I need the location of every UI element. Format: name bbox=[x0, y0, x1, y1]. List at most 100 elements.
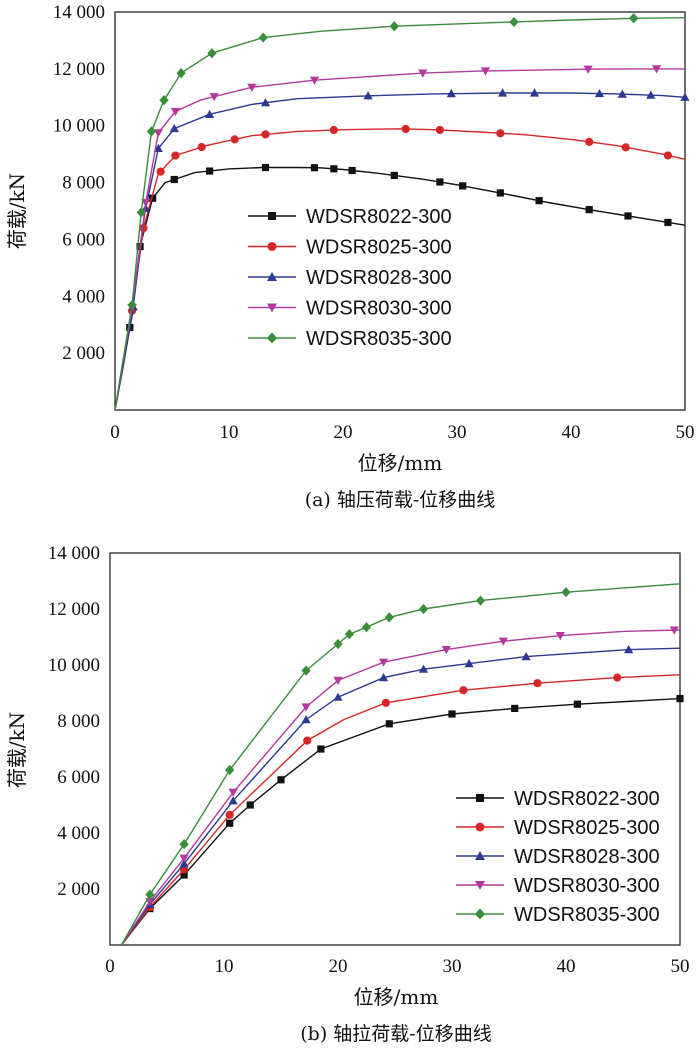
data-point bbox=[389, 21, 399, 32]
data-point bbox=[664, 218, 672, 227]
y-tick-label: 10 000 bbox=[48, 655, 100, 676]
data-point bbox=[333, 638, 343, 650]
legend-marker bbox=[475, 851, 485, 860]
data-point bbox=[363, 91, 373, 100]
x-tick-label: 30 bbox=[448, 422, 467, 443]
data-point bbox=[441, 646, 451, 655]
data-point bbox=[228, 788, 238, 797]
data-point bbox=[361, 622, 372, 633]
data-point bbox=[621, 143, 630, 152]
data-point bbox=[247, 83, 257, 92]
panel-b-axial-tension: 0 10 20 30 40 50 2 000 4 000 6 000 8 000 10 000 12… bbox=[5, 543, 690, 1045]
data-point bbox=[613, 673, 622, 682]
data-point bbox=[379, 673, 389, 682]
legend-marker bbox=[267, 272, 277, 281]
data-point bbox=[401, 124, 410, 134]
series-layer bbox=[114, 13, 690, 411]
data-point bbox=[555, 632, 565, 641]
data-point bbox=[385, 720, 393, 728]
data-point bbox=[379, 658, 389, 667]
y-tick-label: 6 000 bbox=[57, 767, 100, 788]
data-point bbox=[153, 129, 163, 138]
data-point bbox=[529, 88, 540, 97]
data-point bbox=[348, 166, 356, 175]
legend-marker bbox=[475, 881, 485, 890]
data-point bbox=[561, 587, 571, 598]
data-point bbox=[498, 88, 508, 97]
data-point bbox=[464, 659, 474, 668]
legend-entry: WDSR8025-300 bbox=[456, 817, 660, 839]
series-layer bbox=[120, 583, 684, 946]
y-tick-label: 4 000 bbox=[57, 823, 100, 844]
data-point bbox=[209, 93, 219, 102]
x-tick-label: 40 bbox=[562, 422, 581, 443]
data-point bbox=[169, 123, 179, 133]
series-line bbox=[120, 629, 681, 946]
data-point bbox=[646, 90, 656, 99]
data-point bbox=[301, 715, 311, 724]
legend-entry: WDSR8035-300 bbox=[456, 904, 660, 926]
data-point bbox=[496, 189, 504, 197]
data-point bbox=[475, 595, 486, 606]
data-point bbox=[585, 137, 594, 146]
series-WDSR8035-300 bbox=[120, 583, 681, 946]
series-line bbox=[114, 17, 686, 411]
data-point bbox=[159, 95, 169, 106]
legend-entry: WDSR8035-300 bbox=[248, 328, 452, 350]
data-point bbox=[171, 151, 180, 160]
x-tick-label: 10 bbox=[220, 422, 239, 443]
series-WDSR8028-300 bbox=[120, 645, 681, 946]
y-tick-label: 4 000 bbox=[62, 286, 105, 307]
data-point bbox=[629, 13, 639, 24]
data-point bbox=[246, 801, 254, 809]
data-point bbox=[651, 65, 662, 74]
series-WDSR8022-300 bbox=[120, 695, 684, 946]
legend-label: WDSR8028-300 bbox=[514, 846, 660, 868]
x-axis-label: 位移/mm bbox=[354, 985, 439, 1009]
data-point bbox=[260, 98, 271, 107]
data-point bbox=[498, 637, 508, 646]
data-point bbox=[301, 665, 311, 676]
series-line bbox=[114, 68, 685, 411]
data-point bbox=[333, 676, 343, 685]
series-WDSR8025-300 bbox=[114, 124, 686, 411]
y-tick-labels: 2 000 4 000 6 000 8 000 10 000 12 000 14 000 bbox=[48, 543, 100, 900]
data-point bbox=[153, 143, 163, 153]
data-point bbox=[309, 76, 320, 85]
legend-marker bbox=[267, 332, 277, 344]
x-tick-label: 40 bbox=[557, 956, 576, 977]
legend-label: WDSR8022-300 bbox=[306, 206, 452, 228]
x-tick-label: 0 bbox=[105, 956, 115, 977]
data-point bbox=[418, 603, 429, 615]
data-point bbox=[617, 89, 627, 98]
data-point bbox=[459, 686, 468, 695]
legend: WDSR8022-300 WDSR8025-300 WDSR8028-300 WDSR… bbox=[248, 206, 452, 350]
data-point bbox=[669, 626, 679, 635]
y-tick-labels: 2 000 4 000 6 000 8 000 10 000 12 000 14 000 bbox=[53, 2, 105, 364]
data-point bbox=[145, 889, 155, 900]
data-point bbox=[179, 854, 189, 863]
data-point bbox=[446, 89, 456, 98]
data-point bbox=[329, 125, 338, 135]
legend-marker bbox=[475, 822, 485, 832]
x-tick-label: 30 bbox=[443, 956, 462, 977]
data-point bbox=[206, 167, 214, 175]
x-axis-label: 位移/mm bbox=[358, 451, 443, 475]
data-point bbox=[521, 652, 531, 661]
legend-entry: WDSR8022-300 bbox=[248, 206, 452, 228]
legend-marker bbox=[267, 303, 277, 313]
y-tick-label: 12 000 bbox=[53, 59, 105, 80]
legend-marker bbox=[475, 908, 485, 920]
data-point bbox=[127, 299, 137, 310]
y-tick-label: 2 000 bbox=[57, 879, 100, 900]
data-point bbox=[680, 92, 690, 101]
data-point bbox=[436, 178, 444, 186]
x-tick-labels: 0 10 20 30 40 50 bbox=[105, 956, 689, 977]
x-tick-label: 50 bbox=[671, 956, 690, 977]
data-point bbox=[310, 164, 319, 172]
data-point bbox=[197, 142, 206, 152]
legend-label: WDSR8028-300 bbox=[306, 267, 452, 289]
data-point bbox=[225, 810, 234, 819]
legend-label: WDSR8022-300 bbox=[514, 788, 660, 810]
data-point bbox=[136, 207, 146, 218]
